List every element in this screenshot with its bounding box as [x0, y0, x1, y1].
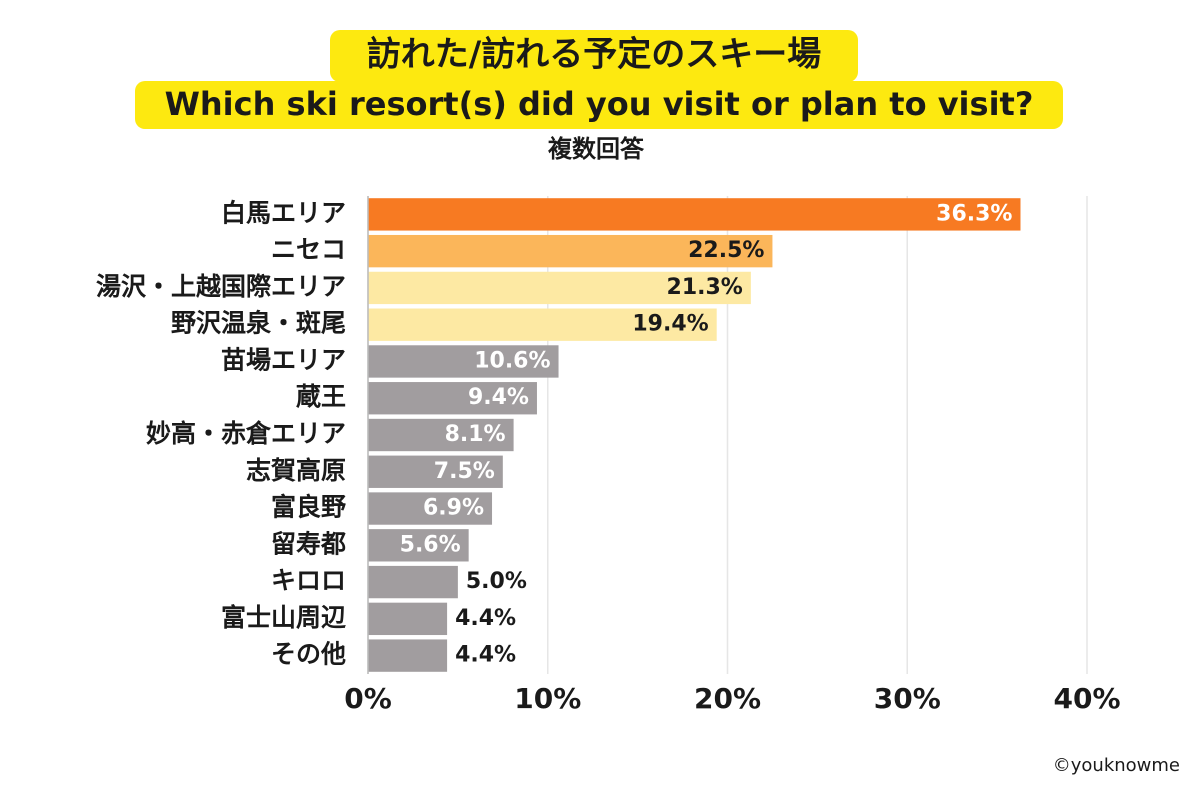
x-tick-label: 30% — [874, 682, 941, 715]
bar — [368, 639, 448, 672]
y-tick-label: 白馬エリア — [221, 198, 346, 227]
title-highlight — [330, 30, 858, 82]
bar — [368, 602, 448, 636]
x-tick-label: 10% — [514, 682, 581, 715]
bar — [368, 271, 751, 305]
y-tick-label: 留寿都 — [271, 529, 346, 558]
x-tick-label: 40% — [1053, 682, 1120, 715]
y-tick-label: ニセコ — [271, 235, 346, 264]
value-label: 5.6% — [400, 532, 461, 557]
y-tick-label: キロロ — [271, 566, 346, 595]
chart-note: 複数回答 — [548, 135, 645, 163]
y-tick-label: 富士山周辺 — [221, 603, 346, 632]
value-label: 8.1% — [445, 422, 506, 447]
x-tick-label: 20% — [694, 682, 761, 715]
bar — [368, 198, 1021, 231]
bar — [368, 382, 537, 415]
value-label: 9.4% — [468, 385, 529, 410]
bar — [368, 455, 503, 488]
bar — [368, 492, 493, 525]
y-tick-label: 志賀高原 — [246, 456, 346, 485]
value-label: 36.3% — [936, 201, 1012, 226]
credit: ©youknowme — [1053, 755, 1180, 776]
value-label: 21.3% — [667, 275, 743, 300]
value-label: 5.0% — [466, 569, 527, 594]
y-tick-label: 蔵王 — [296, 382, 346, 411]
value-label: 4.4% — [455, 606, 516, 631]
x-tick-label: 0% — [344, 682, 392, 715]
bar — [368, 565, 458, 599]
y-tick-label: 苗場エリア — [221, 345, 346, 374]
y-tick-label: 野沢温泉・斑尾 — [171, 309, 346, 338]
y-tick-label: 妙高・赤倉エリア — [146, 419, 346, 448]
chart-subtitle: Which ski resort(s) did you visit or pla… — [165, 85, 1034, 123]
value-label: 22.5% — [688, 238, 764, 263]
value-label: 19.4% — [632, 312, 708, 337]
bar — [368, 308, 717, 341]
y-tick-label: 湯沢・上越国際エリア — [96, 272, 346, 301]
bar — [368, 234, 773, 268]
subtitle-highlight — [135, 81, 1063, 129]
value-label: 4.4% — [455, 643, 516, 668]
value-label: 6.9% — [423, 496, 484, 521]
y-tick-label: その他 — [271, 640, 346, 669]
chart-title: 訪れた/訪れる予定のスキー場 — [367, 35, 821, 75]
bar — [368, 529, 469, 562]
y-tick-label: 富良野 — [271, 493, 346, 522]
value-label: 10.6% — [474, 348, 550, 373]
bar — [368, 345, 559, 378]
bar — [368, 418, 514, 452]
value-label: 7.5% — [434, 459, 495, 484]
